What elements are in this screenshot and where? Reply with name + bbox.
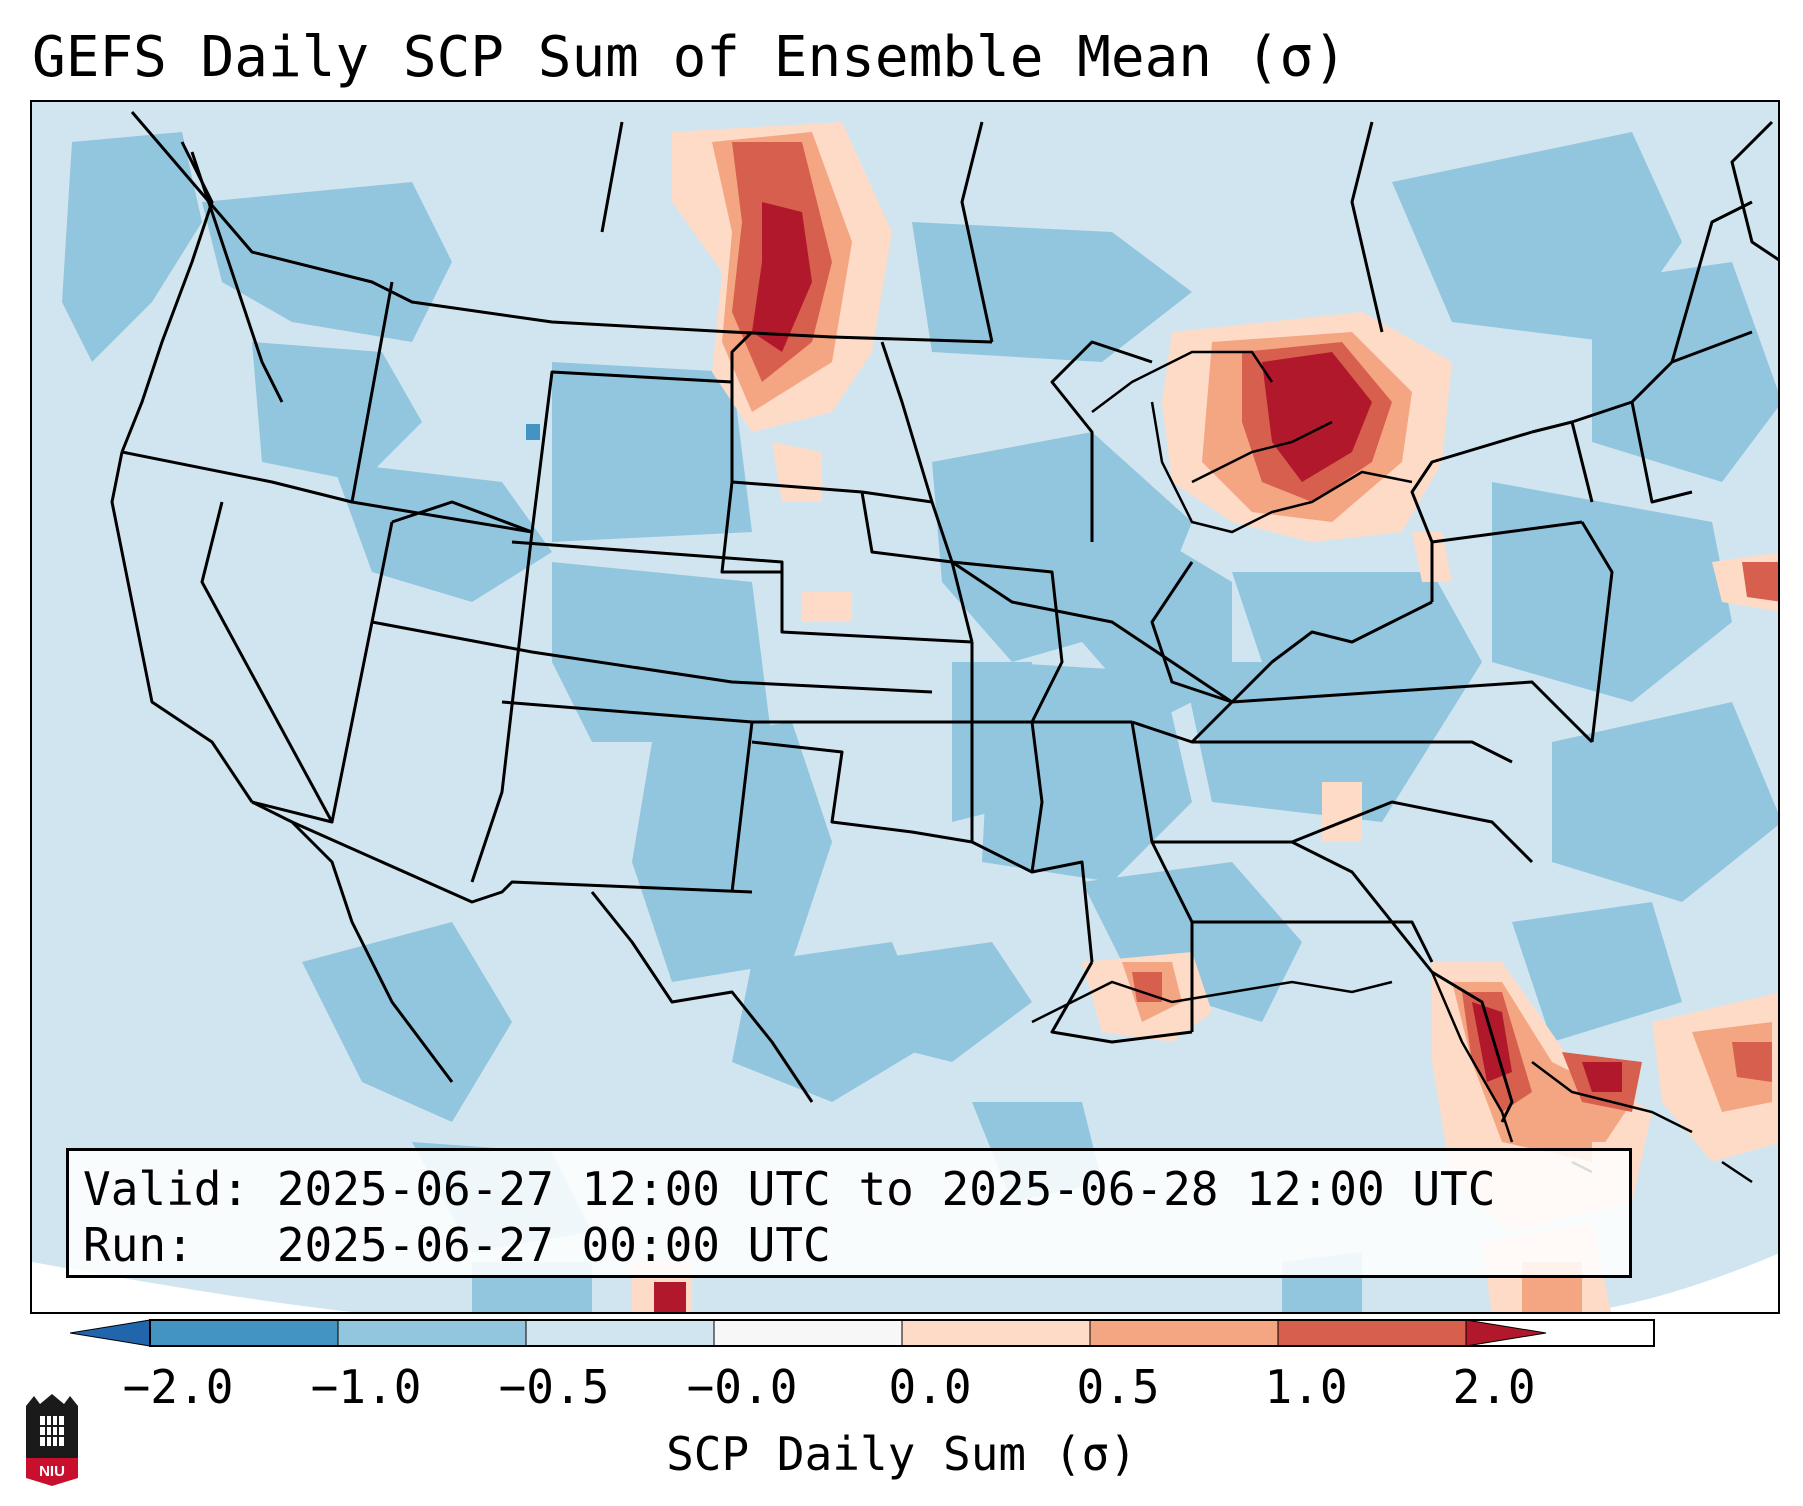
colorbar-frame — [149, 1319, 1655, 1347]
tick-label: −0.5 — [498, 1360, 610, 1414]
tick-label: −0.0 — [686, 1360, 798, 1414]
anomaly-atlantic — [1712, 552, 1778, 612]
tick-label: 1.0 — [1264, 1360, 1348, 1414]
niu-logo: NIU — [26, 1394, 78, 1486]
colorbar-bin — [713, 1319, 903, 1347]
anomaly-mexico-core — [654, 1282, 686, 1312]
state-boundaries — [110, 111, 1778, 1123]
colorbar-bin — [70, 1319, 151, 1347]
colorbar-label: SCP Daily Sum (σ) — [666, 1427, 1137, 1481]
logo-text: NIU — [39, 1463, 65, 1480]
projection-edge — [1584, 1253, 1778, 1312]
scp-anomaly-map — [32, 111, 1778, 1312]
colorbar — [70, 1319, 1655, 1347]
tick-label: −2.0 — [122, 1360, 234, 1414]
coastlines — [1031, 350, 1753, 1184]
tick-label: 0.5 — [1076, 1360, 1160, 1414]
colorbar-bin — [901, 1319, 1091, 1347]
colorbar-bin — [1277, 1319, 1467, 1347]
valid-line: Valid: 2025-06-27 12:00 UTC to 2025-06-2… — [83, 1162, 1496, 1216]
run-line: Run: 2025-06-27 00:00 UTC — [83, 1218, 831, 1272]
anomaly-louisiana — [1082, 952, 1212, 1042]
map-title: GEFS Daily SCP Sum of Ensemble Mean (σ) — [32, 25, 1347, 90]
projection-edge — [32, 1262, 353, 1312]
below-normal-cell — [526, 424, 540, 440]
valid-time-box: Valid: 2025-06-27 12:00 UTC to 2025-06-2… — [66, 1148, 1632, 1278]
map-panel — [30, 100, 1780, 1314]
colorbar-bin — [525, 1319, 715, 1347]
colorbar-bin — [1465, 1319, 1547, 1347]
tick-label: 0.0 — [888, 1360, 972, 1414]
tick-label: −1.0 — [310, 1360, 422, 1414]
anomaly-georgia — [1322, 782, 1362, 842]
colorbar-bin — [149, 1319, 339, 1347]
colorbar-bin — [1089, 1319, 1279, 1347]
tick-label: 2.0 — [1452, 1360, 1536, 1414]
anomaly-north-dakota — [672, 122, 892, 622]
colorbar-bin — [337, 1319, 527, 1347]
